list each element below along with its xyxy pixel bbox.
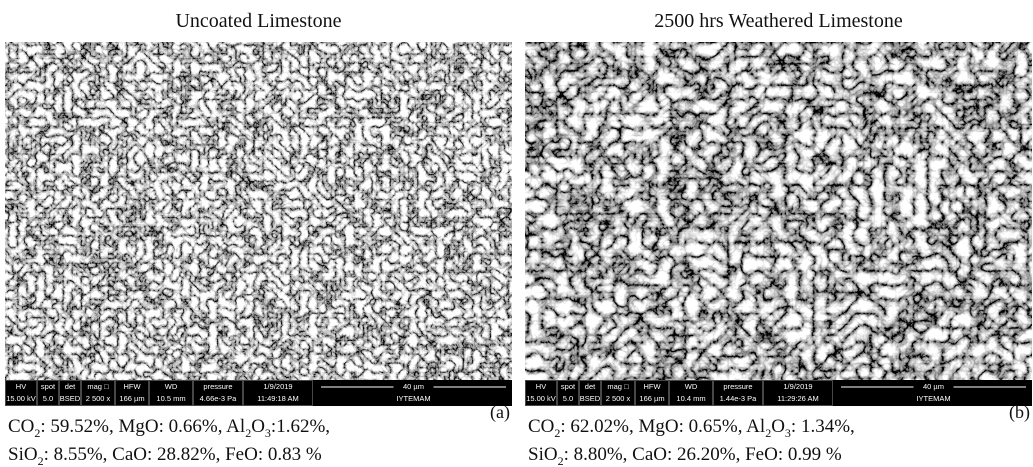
- panel-title: Uncoated Limestone: [175, 10, 341, 32]
- data-bar-value: 15.00 kV: [526, 394, 556, 403]
- data-bar-value: 5.0: [563, 394, 573, 403]
- data-bar-value: 4.66e-3 Pa: [200, 394, 238, 403]
- composition-text: CO: [8, 416, 34, 437]
- panel: Uncoated Limestone HV 15.00 kV spot 5.0 det BS…: [5, 10, 512, 467]
- lab-name: IYTEMAM: [916, 394, 950, 403]
- data-bar-value: 1.44e-3 Pa: [720, 394, 758, 403]
- lab-name: IYTEMAM: [396, 394, 430, 403]
- composition-text: CO: [528, 416, 554, 437]
- data-bar: HV 15.00 kV spot 5.0 det BSED mag □ 2 500 x HFW 1…: [5, 380, 512, 406]
- data-bar-head: HV: [16, 382, 26, 391]
- composition-text: : 8.55%, CaO: 28.82%, FeO: 0.83 %: [44, 444, 322, 465]
- composition-line: SiO2: 8.80%, CaO: 26.20%, FeO: 0.99 %: [528, 444, 842, 467]
- panel-label: (b): [1009, 402, 1030, 423]
- data-bar-value: BSED: [580, 394, 601, 403]
- data-bar-value: 10.5 mm: [156, 394, 185, 403]
- data-bar-value: 166 µm: [639, 394, 664, 403]
- data-bar-head: HFW: [643, 382, 661, 391]
- scale-label: 40 µm: [923, 382, 944, 391]
- composition-text: O: [251, 416, 265, 437]
- data-bar-head: spot: [41, 382, 56, 391]
- composition-text: : 59.52%, MgO: 0.66%, Al: [40, 416, 245, 437]
- composition-text: :1.62%,: [271, 416, 330, 437]
- data-bar-head: WD: [685, 382, 698, 391]
- data-bar-head: HV: [536, 382, 546, 391]
- data-bar-value: 10.4 mm: [676, 394, 705, 403]
- data-bar-head: WD: [165, 382, 178, 391]
- data-bar-value: 166 µm: [119, 394, 144, 403]
- data-bar-value: 11:49:18 AM: [257, 394, 299, 403]
- scale-label: 40 µm: [403, 382, 424, 391]
- figure: Uncoated Limestone HV 15.00 kV spot 5.0 det BS…: [0, 0, 1033, 467]
- data-bar-value: 11:29:26 AM: [777, 394, 819, 403]
- composition-line: SiO2: 8.55%, CaO: 28.82%, FeO: 0.83 %: [8, 444, 322, 467]
- data-bar-head: spot: [561, 382, 576, 391]
- composition-line: CO2: 59.52%, MgO: 0.66%, Al2O3:1.62%,: [8, 416, 330, 440]
- sem-image: [525, 42, 1032, 380]
- panel: 2500 hrs Weathered Limestone HV 15.00 kV sp…: [525, 10, 1032, 467]
- composition-text: : 8.80%, CaO: 26.20%, FeO: 0.99 %: [564, 444, 842, 465]
- data-bar-value: BSED: [60, 394, 81, 403]
- data-bar-value: 2 500 x: [86, 394, 111, 403]
- data-bar: HV 15.00 kV spot 5.0 det BSED mag □ 2 500 x HFW 1…: [525, 380, 1032, 406]
- data-bar-value: 2 500 x: [606, 394, 631, 403]
- composition-text: : 62.02%, MgO: 0.65%, Al: [560, 416, 765, 437]
- data-bar-head: pressure: [723, 382, 752, 391]
- data-bar-head: 1/9/2019: [263, 382, 292, 391]
- data-bar-head: det: [65, 382, 76, 391]
- composition-text: SiO: [528, 444, 558, 465]
- data-bar-head: det: [585, 382, 596, 391]
- composition-line: CO2: 62.02%, MgO: 0.65%, Al2O3: 1.34%,: [528, 416, 855, 440]
- composition-text: : 1.34%,: [791, 416, 855, 437]
- data-bar-head: mag □: [607, 382, 629, 391]
- data-bar-value: 15.00 kV: [6, 394, 36, 403]
- composition-text: O: [771, 416, 785, 437]
- data-bar-value: 5.0: [43, 394, 53, 403]
- data-bar-head: HFW: [123, 382, 141, 391]
- panel-label: (a): [490, 402, 510, 423]
- data-bar-head: pressure: [203, 382, 232, 391]
- composition-text: SiO: [8, 444, 38, 465]
- data-bar-head: 1/9/2019: [783, 382, 812, 391]
- sem-image: [5, 42, 512, 380]
- panel-title: 2500 hrs Weathered Limestone: [654, 10, 903, 32]
- data-bar-head: mag □: [87, 382, 109, 391]
